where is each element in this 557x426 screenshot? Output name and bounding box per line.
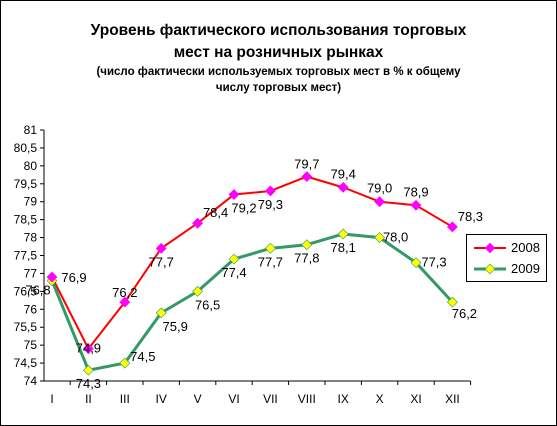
data-point-2008 — [410, 199, 422, 211]
data-point-2008 — [192, 217, 204, 229]
data-point-2008 — [82, 343, 94, 355]
series-line-2008 — [51, 175, 453, 350]
x-tick-label: VIII — [298, 392, 316, 406]
x-tick-label: XII — [445, 392, 460, 406]
x-tick-label: X — [376, 392, 384, 406]
x-tick-label: I — [50, 392, 53, 406]
y-tick-label: 79,5 — [14, 177, 38, 191]
data-point-2008 — [446, 221, 458, 233]
x-tick-label: V — [194, 392, 202, 406]
data-label-2009: 76,2 — [452, 306, 477, 321]
x-tick-label: IV — [156, 392, 167, 406]
legend-item-2008: 2008 — [467, 238, 546, 258]
legend-swatch-2008 — [474, 242, 506, 254]
data-label-2009: 77,8 — [294, 251, 319, 266]
data-label-2008: 74,9 — [76, 341, 101, 356]
x-tick-label: IX — [338, 392, 349, 406]
legend: 2008 2009 — [466, 234, 547, 282]
data-point-2009 — [374, 232, 386, 243]
chart-subtitle-line2: числу торговых мест) — [215, 82, 342, 94]
data-label-2009: 75,9 — [163, 319, 188, 334]
data-point-2008 — [301, 171, 313, 183]
data-label-2008: 79,2 — [231, 201, 256, 216]
data-label-2008: 78,9 — [403, 184, 428, 199]
data-point-2008 — [119, 296, 131, 308]
y-tick-label: 78 — [24, 231, 38, 245]
y-tick-label: 78,5 — [14, 213, 38, 227]
chart-title-line1: Уровень фактического использования торго… — [90, 22, 467, 39]
data-point-2008 — [228, 189, 240, 200]
x-tick-label: VII — [263, 392, 278, 406]
series-markers — [46, 171, 458, 376]
legend-label-2008: 2008 — [511, 240, 540, 255]
data-point-2008 — [374, 196, 386, 208]
data-point-2009 — [82, 364, 94, 376]
x-tick-label: III — [120, 392, 130, 406]
y-tick-label: 76,5 — [14, 284, 38, 298]
data-label-2009: 77,4 — [221, 265, 246, 280]
y-tick-label: 80,5 — [14, 141, 38, 155]
y-tick-label: 74,5 — [14, 356, 38, 370]
y-tick-label: 76 — [24, 302, 38, 316]
data-label-2008: 79,3 — [258, 197, 283, 212]
data-label-2008: 79,4 — [331, 166, 356, 181]
y-tick-label: 75 — [24, 338, 38, 352]
data-label-2009: 76,5 — [195, 297, 220, 312]
y-tick-label: 74 — [24, 374, 38, 388]
y-tick-label: 75,5 — [14, 320, 38, 334]
data-point-2008 — [264, 185, 276, 197]
data-label-2008: 76,2 — [112, 285, 137, 300]
data-label-2008: 78,4 — [203, 205, 228, 220]
data-label-2009: 77,7 — [258, 254, 283, 269]
x-tick-label: II — [85, 392, 92, 406]
series-line-2009 — [50, 232, 454, 372]
y-tick-label: 79 — [24, 195, 38, 209]
data-point-2008 — [337, 181, 349, 193]
data-label-2008-first: 76,9 — [61, 270, 86, 285]
series-lines — [50, 175, 454, 372]
data-point-2009 — [410, 257, 422, 269]
data-point-2008 — [155, 242, 167, 254]
data-point-2009 — [337, 228, 349, 240]
data-label-2009: 77,3 — [421, 255, 446, 270]
data-label-2008: 79,7 — [294, 157, 319, 172]
y-tick-label: 77 — [24, 266, 38, 280]
data-label-2009: 74,5 — [130, 349, 155, 364]
data-point-2009 — [446, 296, 458, 308]
chart-subtitle-line1: (число фактически используемых торговых … — [96, 66, 461, 78]
y-tick-label: 81 — [24, 123, 38, 137]
chart-title-line2: мест на розничных рынках — [173, 44, 384, 61]
x-tick-label: VI — [228, 392, 239, 406]
legend-label-2009: 2009 — [511, 261, 540, 276]
data-label-2008: 79,0 — [367, 181, 392, 196]
data-point-2008 — [46, 271, 58, 283]
chart-subtitle: (число фактически используемых торговых … — [0, 64, 557, 96]
data-point-2009 — [155, 307, 167, 319]
chart-title: Уровень фактического использования торго… — [0, 20, 557, 64]
data-label-2009: 74,3 — [76, 376, 101, 391]
axes: 74 74,5 75 75,5 76 76,5 77 77,5 78 78,5 79 79,5 80 80… — [14, 123, 472, 406]
data-point-2009 — [228, 253, 240, 265]
y-tick-label: 80 — [24, 159, 38, 173]
data-label-2008: 78,3 — [458, 209, 483, 224]
data-point-2009 — [119, 357, 131, 369]
data-label-2009: 78,1 — [331, 240, 356, 255]
data-label-2008: 77,7 — [149, 254, 174, 269]
data-point-2009 — [301, 239, 313, 251]
data-label-2009: 78,0 — [383, 230, 408, 245]
data-point-2009 — [264, 242, 276, 254]
data-label-2009: 76,8 — [25, 283, 50, 298]
legend-item-2009: 2009 — [467, 259, 546, 279]
data-labels: 74,9 76,2 77,7 78,4 79,2 79,3 79,7 79,4 79,0 78,9… — [25, 157, 483, 392]
data-point-2009 — [192, 285, 204, 297]
y-tick-label: 77,5 — [14, 249, 38, 263]
x-tick-label: XI — [410, 392, 421, 406]
legend-swatch-2009 — [474, 263, 506, 275]
